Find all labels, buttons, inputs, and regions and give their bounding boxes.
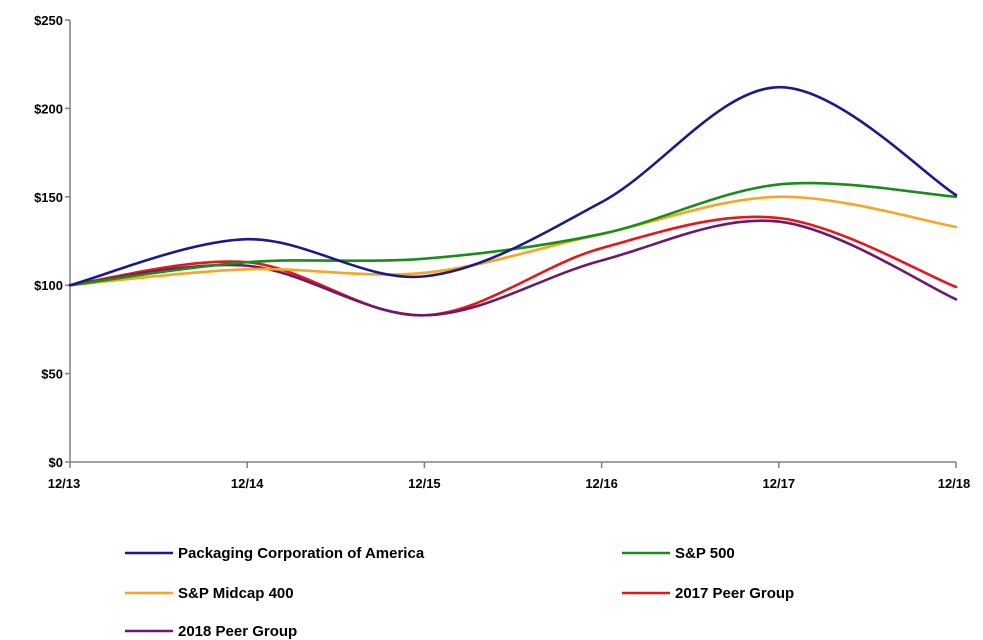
legend-label: 2017 Peer Group — [675, 585, 794, 602]
series-line-0 — [68, 85, 958, 287]
y-tick-label: $50 — [41, 367, 63, 382]
legend-item: Packaging Corporation of America — [125, 545, 425, 562]
series-line-3 — [68, 215, 958, 317]
legend-item: S&P Midcap 400 — [125, 585, 294, 602]
legend-item: S&P 500 — [622, 545, 735, 562]
x-tick-label: 12/15 — [408, 476, 441, 491]
y-tick-label: $200 — [34, 101, 63, 116]
legend-label: S&P 500 — [675, 545, 735, 562]
x-tick-label: 12/17 — [763, 476, 796, 491]
series-line-2 — [68, 195, 958, 287]
y-tick-label: $250 — [34, 13, 63, 28]
x-tick-label: 12/16 — [585, 476, 618, 491]
legend-label: Packaging Corporation of America — [178, 545, 425, 562]
legend-item: 2017 Peer Group — [622, 585, 794, 602]
y-tick-label: $150 — [34, 190, 63, 205]
legend-label: 2018 Peer Group — [178, 623, 297, 640]
legend-item: 2018 Peer Group — [125, 623, 297, 640]
legend: Packaging Corporation of America S&P 500 S… — [125, 545, 794, 640]
series-lines — [68, 85, 958, 317]
y-axis: $0 $50 $100 $150 $200 $250 — [34, 13, 71, 470]
x-tick-label: 12/18 — [938, 476, 971, 491]
y-tick-label: $0 — [49, 455, 63, 470]
legend-label: S&P Midcap 400 — [178, 585, 294, 602]
x-tick-label: 12/14 — [231, 476, 264, 491]
x-tick-label: 12/13 — [48, 476, 81, 491]
y-tick-label: $100 — [34, 278, 63, 293]
x-axis: 12/13 12/14 12/15 12/16 12/17 12/18 — [48, 461, 971, 491]
